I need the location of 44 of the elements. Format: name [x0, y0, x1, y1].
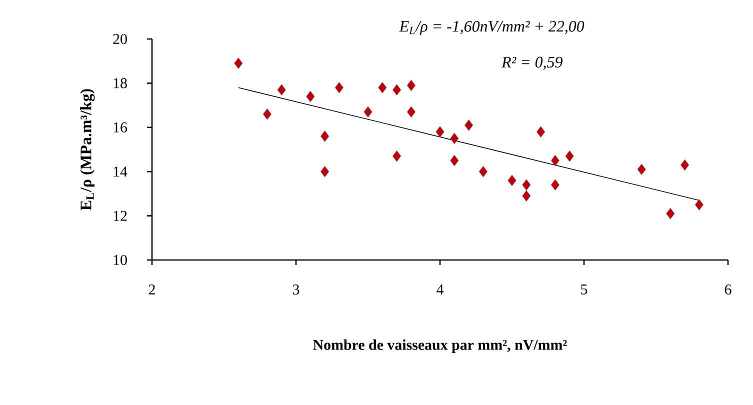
x-tick-label: 3 — [292, 284, 300, 295]
point — [320, 166, 330, 178]
y-tick-label: 10 — [114, 254, 127, 266]
point — [478, 166, 488, 178]
point — [334, 82, 344, 94]
y-tick-label: 16 — [114, 122, 128, 132]
point — [508, 174, 516, 186]
annotation: R² = 0,59 — [502, 56, 562, 70]
point — [450, 154, 459, 166]
x-tick-label: 5 — [581, 284, 588, 294]
point — [522, 179, 531, 191]
point — [436, 126, 444, 138]
y-axis-title: E$_{L}$/ρ (MPa.m³/kg) — [80, 89, 95, 210]
point — [637, 164, 646, 176]
point — [680, 159, 690, 171]
x-tick-label: 4 — [436, 284, 444, 294]
y-tick-label: 12 — [114, 210, 127, 221]
point — [464, 119, 474, 131]
y-tick-label: 20 — [113, 34, 127, 44]
point — [306, 90, 315, 102]
point — [277, 84, 286, 96]
point — [565, 150, 574, 162]
point — [450, 132, 459, 144]
x-tick-label: 2 — [148, 284, 155, 294]
y-tick-label: 18 — [114, 78, 127, 88]
point — [550, 179, 560, 191]
x-tick-label: 6 — [724, 284, 732, 295]
x-axis-title: Nombre de vaisseaux par mm², nV/mm² — [313, 339, 567, 353]
text: E$_{L}$/ρ = -1,60nV/mm² + 22,00 — [399, 20, 584, 35]
point — [550, 154, 560, 166]
point — [666, 208, 675, 220]
point — [364, 106, 372, 118]
point — [234, 58, 243, 70]
point — [392, 150, 402, 162]
point — [536, 126, 546, 138]
point — [406, 106, 416, 118]
point — [406, 80, 416, 92]
y-tick-label: 14 — [114, 166, 128, 177]
point — [694, 199, 704, 210]
point — [522, 190, 531, 202]
point — [262, 108, 272, 120]
point — [392, 84, 402, 96]
point — [320, 130, 330, 142]
point — [378, 82, 387, 94]
